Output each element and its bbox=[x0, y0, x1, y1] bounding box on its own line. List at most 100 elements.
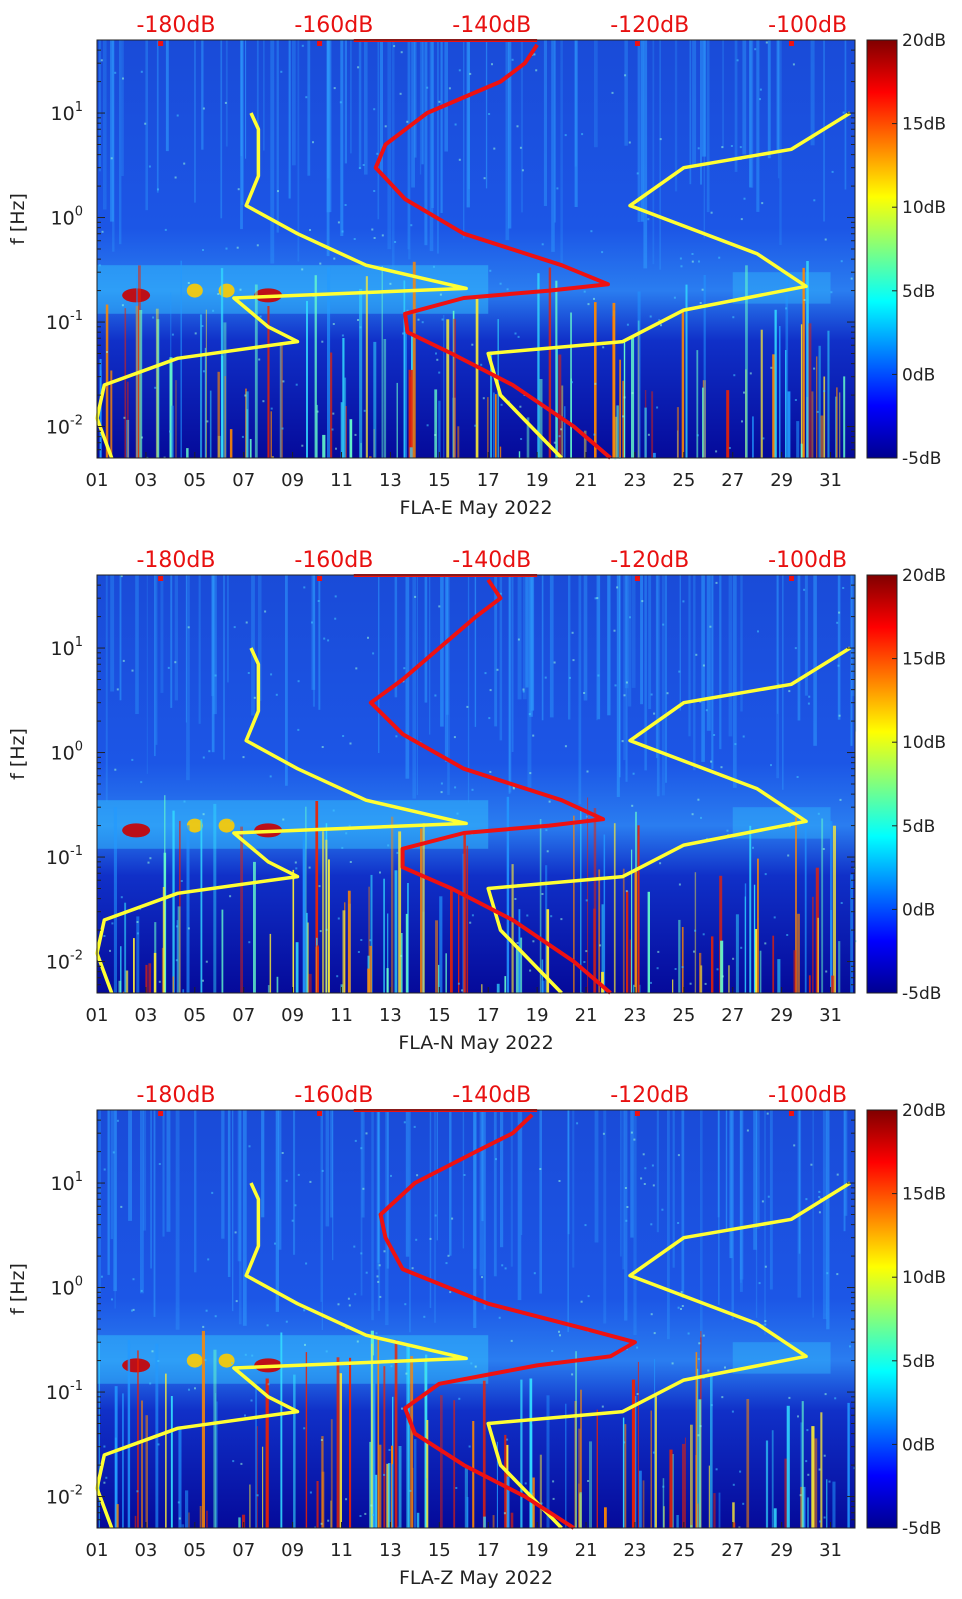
x-tick-label: 15 bbox=[428, 1540, 451, 1561]
top-db-axis: -180dB -160dB -140dB -120dB -100dB bbox=[136, 1083, 847, 1108]
x-tick-label: 19 bbox=[526, 470, 549, 491]
x-tick-label: 25 bbox=[672, 1005, 695, 1026]
top-db-tick-label: -160dB bbox=[294, 548, 373, 573]
spectrogram-panel-3: 01 03 05 07 09 11 13 15 17 19 21 23 25 27 29 31 FLA-Z Ma… bbox=[7, 1083, 946, 1589]
x-tick-label: 23 bbox=[623, 1005, 646, 1026]
red-median-psd-curve bbox=[368, 578, 612, 995]
x-tick-label: 29 bbox=[770, 470, 793, 491]
x-tick-label: 19 bbox=[526, 1005, 549, 1026]
yellow-noise-model-high bbox=[486, 646, 852, 995]
x-tick-label: 31 bbox=[819, 1540, 842, 1561]
colorbar-tick-label: 10dB bbox=[902, 1268, 946, 1288]
x-tick-label: 29 bbox=[770, 1005, 793, 1026]
y-axis-title: f [Hz] bbox=[7, 728, 29, 780]
x-tick-label: 03 bbox=[134, 470, 157, 491]
x-axis: 01 03 05 07 09 11 13 15 17 19 21 23 25 27 29 31 FLA-N Ma… bbox=[86, 987, 842, 1054]
colorbar-tick-label: 0dB bbox=[902, 365, 935, 385]
x-tick-label: 23 bbox=[623, 1540, 646, 1561]
x-tick-label: 07 bbox=[232, 1005, 255, 1026]
yellow-noise-model-low bbox=[95, 647, 468, 994]
x-tick-label: 01 bbox=[86, 470, 109, 491]
x-tick-label: 27 bbox=[721, 1540, 744, 1561]
y-axis: 10-2 10-1 100 101 f [Hz] bbox=[7, 1109, 855, 1529]
colorbar-tick-label: 10dB bbox=[902, 733, 946, 753]
x-tick-label: 27 bbox=[721, 470, 744, 491]
colorbar-tick-label: 20dB bbox=[902, 31, 946, 51]
x-tick-label: 27 bbox=[721, 1005, 744, 1026]
colorbar: 20dB 15dB 10dB 5dB 0dB -5dB bbox=[866, 1101, 946, 1539]
x-tick-label: 13 bbox=[379, 1540, 402, 1561]
colorbar-tick-label: 5dB bbox=[902, 1352, 935, 1372]
x-axis-title: FLA-E May 2022 bbox=[399, 497, 552, 519]
x-tick-label: 13 bbox=[379, 470, 402, 491]
x-tick-label: 07 bbox=[232, 470, 255, 491]
colorbar-tick-label: 20dB bbox=[902, 566, 946, 586]
x-tick-label: 09 bbox=[281, 1005, 304, 1026]
y-tick-label: 101 bbox=[51, 1170, 83, 1195]
x-tick-label: 07 bbox=[232, 1540, 255, 1561]
colorbar-tick-label: -5dB bbox=[902, 449, 941, 469]
y-axis-title: f [Hz] bbox=[7, 193, 29, 245]
x-axis-title: FLA-N May 2022 bbox=[398, 1032, 553, 1054]
top-db-tick-label: -100dB bbox=[768, 13, 847, 38]
x-tick-label: 09 bbox=[281, 470, 304, 491]
x-tick-label: 03 bbox=[134, 1005, 157, 1026]
top-db-tick-label: -140dB bbox=[452, 1083, 531, 1108]
y-tick-label: 100 bbox=[51, 1275, 83, 1300]
colorbar-tick-label: 5dB bbox=[902, 817, 935, 837]
y-tick-label: 10-1 bbox=[46, 844, 83, 869]
top-db-tick-label: -160dB bbox=[294, 13, 373, 38]
x-tick-label: 01 bbox=[86, 1540, 109, 1561]
x-tick-label: 19 bbox=[526, 1540, 549, 1561]
colorbar-tick-label: 0dB bbox=[902, 900, 935, 920]
y-tick-label: 100 bbox=[51, 205, 83, 230]
colorbar-tick-label: 5dB bbox=[902, 282, 935, 302]
x-tick-label: 17 bbox=[477, 470, 500, 491]
x-tick-label: 11 bbox=[330, 1005, 353, 1026]
top-db-tick-label: -180dB bbox=[136, 548, 215, 573]
top-db-axis: -180dB -160dB -140dB -120dB -100dB bbox=[136, 548, 847, 573]
x-tick-label: 17 bbox=[477, 1005, 500, 1026]
x-tick-label: 21 bbox=[575, 1005, 598, 1026]
top-db-tick-label: -180dB bbox=[136, 1083, 215, 1108]
colorbar: 20dB 15dB 10dB 5dB 0dB -5dB bbox=[866, 566, 946, 1004]
x-tick-label: 15 bbox=[428, 1005, 451, 1026]
x-axis-title: FLA-Z May 2022 bbox=[399, 1567, 553, 1589]
x-tick-label: 09 bbox=[281, 1540, 304, 1561]
y-tick-label: 10-2 bbox=[46, 949, 83, 974]
colorbar-gradient bbox=[866, 1109, 898, 1529]
y-axis: 10-2 10-1 100 101 f [Hz] bbox=[7, 574, 855, 994]
x-tick-label: 21 bbox=[575, 1540, 598, 1561]
y-axis-title: f [Hz] bbox=[7, 1263, 29, 1315]
top-db-tick-label: -120dB bbox=[610, 548, 689, 573]
colorbar-tick-label: 20dB bbox=[902, 1101, 946, 1121]
colorbar-tick-label: 0dB bbox=[902, 1435, 935, 1455]
colorbar-tick-label: 15dB bbox=[902, 650, 946, 670]
x-tick-label: 23 bbox=[623, 470, 646, 491]
y-tick-label: 10-2 bbox=[46, 1484, 83, 1509]
y-tick-label: 10-1 bbox=[46, 1379, 83, 1404]
top-db-tick-label: -180dB bbox=[136, 13, 215, 38]
colorbar-tick-label: -5dB bbox=[902, 984, 941, 1004]
colorbar-gradient bbox=[866, 39, 898, 459]
yellow-noise-model-high bbox=[486, 111, 852, 460]
colorbar-tick-label: 15dB bbox=[902, 1185, 946, 1205]
x-tick-label: 17 bbox=[477, 1540, 500, 1561]
y-tick-label: 10-1 bbox=[46, 309, 83, 334]
x-tick-label: 29 bbox=[770, 1540, 793, 1561]
y-tick-label: 100 bbox=[51, 740, 83, 765]
x-tick-label: 25 bbox=[672, 1540, 695, 1561]
x-tick-label: 31 bbox=[819, 1005, 842, 1026]
top-db-tick-label: -120dB bbox=[610, 13, 689, 38]
x-tick-label: 13 bbox=[379, 1005, 402, 1026]
x-tick-label: 05 bbox=[183, 1540, 206, 1561]
x-axis: 01 03 05 07 09 11 13 15 17 19 21 23 25 27 29 31 FLA-Z Ma… bbox=[86, 1522, 842, 1589]
yellow-noise-model-low bbox=[95, 112, 468, 459]
yellow-noise-model-low bbox=[95, 1182, 468, 1529]
spectrogram-panel-1: 01 03 05 07 09 11 13 15 17 19 21 23 25 27 29 31 FLA-E Ma… bbox=[7, 13, 946, 519]
colorbar-gradient bbox=[866, 574, 898, 994]
top-db-tick-label: -100dB bbox=[768, 1083, 847, 1108]
x-tick-label: 05 bbox=[183, 470, 206, 491]
y-tick-label: 10-2 bbox=[46, 414, 83, 439]
x-tick-label: 03 bbox=[134, 1540, 157, 1561]
